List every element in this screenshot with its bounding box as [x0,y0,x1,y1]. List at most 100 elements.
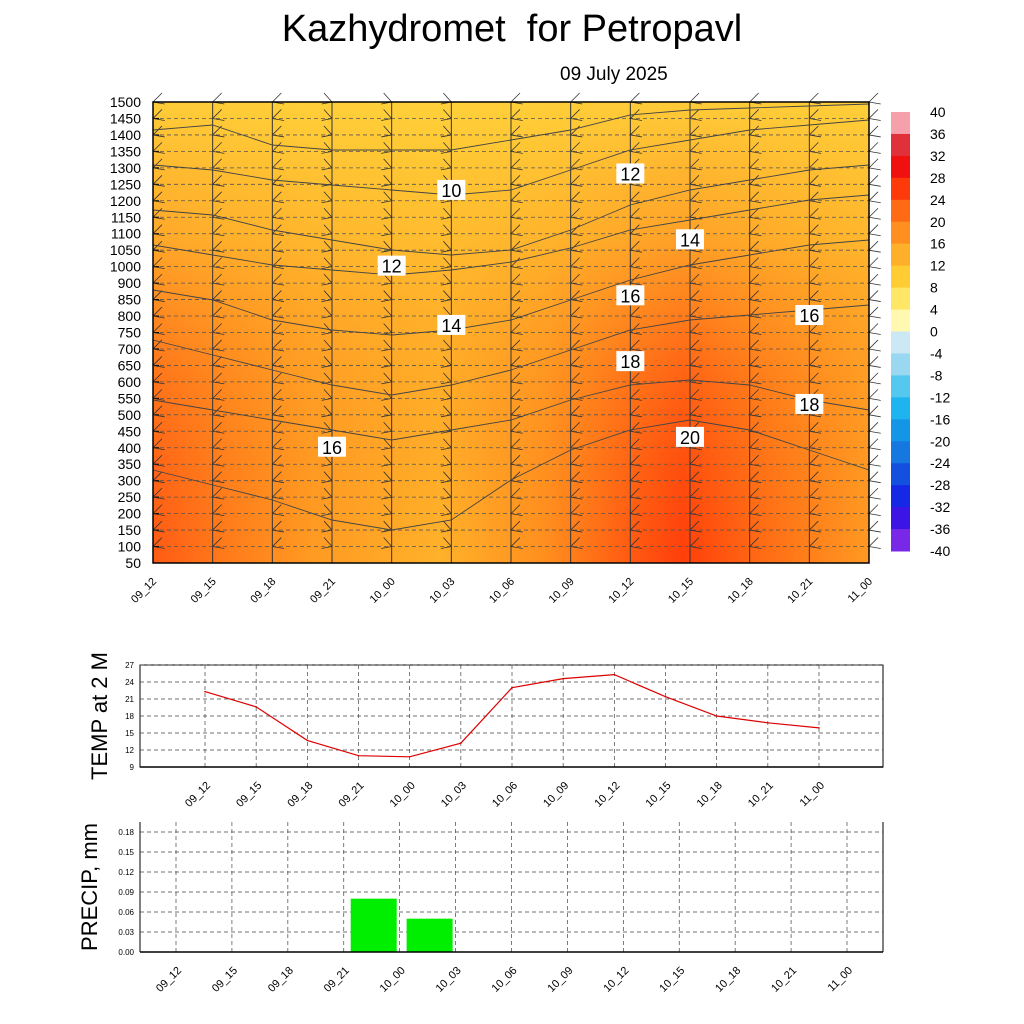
wind-barb [272,299,285,302]
isotherm-contour [152,239,870,336]
wind-barb [868,365,881,368]
wind-barb [323,125,333,136]
wind-barb [272,365,285,368]
wind-barb [868,224,879,234]
wind-barb [749,315,762,319]
wind-barb [570,422,580,432]
wind-barb [689,480,702,484]
wind-barb [443,207,452,218]
isotherm-contour [152,304,870,396]
wind-barb [212,167,225,171]
wind-barb [383,487,392,498]
wind-barb [212,546,225,549]
colorbar-segment [891,419,910,442]
wind-barb [443,224,452,234]
precip-y-tick-label: 0.00 [118,948,134,957]
wind-barb [749,158,759,169]
heatmap-y-tick-label: 1350 [110,143,141,159]
wind-barb [809,513,822,517]
wind-barb [323,257,333,267]
wind-barb [272,92,282,103]
wind-barb [749,520,759,531]
wind-barb [689,167,702,171]
wind-barb [570,414,583,418]
wind-barb [749,216,762,220]
precip-y-tick-label: 0.03 [118,928,134,937]
wind-barb [443,389,452,399]
wind-barb [323,290,333,300]
wind-barb [749,365,762,368]
colorbar-tick-label: -12 [930,389,950,405]
wind-barb [809,183,822,187]
isotherm-contour [152,164,870,256]
wind-barb [272,183,285,187]
heatmap-y-tick-label: 900 [118,275,142,291]
wind-barb [510,282,523,286]
wind-barb [689,381,702,385]
wind-barb [212,480,225,484]
wind-barb [323,175,333,185]
contour-label: 20 [680,428,700,448]
wind-barb [383,454,392,465]
colorbar-segment [891,331,910,354]
wind-barb [152,381,165,385]
wind-barb [510,529,523,533]
wind-barb [212,150,225,154]
wind-barb [570,323,580,333]
wind-barb [809,266,822,270]
wind-barb [381,299,392,302]
wind-barb [152,290,163,300]
isotherm-contour [152,419,870,531]
wind-barb [809,332,822,335]
wind-barb [809,520,819,531]
wind-barb [868,299,881,302]
wind-barb [868,306,879,317]
temp-x-tick-label: 09_21 [337,780,367,810]
wind-barb [443,454,452,465]
wind-barb [749,290,759,300]
colorbar-tick-label: -8 [930,367,943,383]
wind-barb [630,480,643,484]
colorbar-tick-label: -24 [930,455,950,471]
colorbar-segment [891,221,910,245]
temp-point [204,690,206,693]
wind-barb [152,158,163,169]
wind-barb [809,257,819,267]
wind-barb [440,167,452,171]
wind-barb [321,282,333,286]
wind-barb [809,504,819,514]
wind-barb [510,266,523,270]
wind-barb [152,529,165,533]
wind-barb [570,372,580,383]
wind-barb [570,92,580,103]
wind-barb [321,249,333,253]
wind-barb [323,389,333,399]
heatmap-x-tick-label: 10_03 [427,576,457,606]
wind-barb [510,249,523,253]
wind-barb [510,430,523,434]
wind-barb [272,266,285,270]
wind-barb [272,454,282,465]
wind-barb [212,323,222,333]
wind-barb [212,249,225,253]
wind-barb [152,224,163,234]
wind-barb [630,315,643,319]
wind-barb [212,175,222,185]
wind-barb [689,315,702,319]
heatmap-x-tick-label: 10_06 [487,576,517,606]
temp-x-tick-label: 10_21 [746,780,776,810]
contour-label-bg [616,285,645,306]
wind-barb [440,414,452,418]
wind-barb [809,299,822,302]
wind-barb [383,356,392,366]
colorbar-segment [891,155,910,179]
wind-barb [272,290,282,300]
wind-barb [749,207,759,218]
wind-barb [321,397,333,401]
wind-barb [570,224,580,234]
wind-barb [570,167,583,171]
wind-barb [570,487,580,498]
wind-barb [868,430,881,434]
wind-barb [570,299,583,302]
wind-barb [570,158,580,169]
